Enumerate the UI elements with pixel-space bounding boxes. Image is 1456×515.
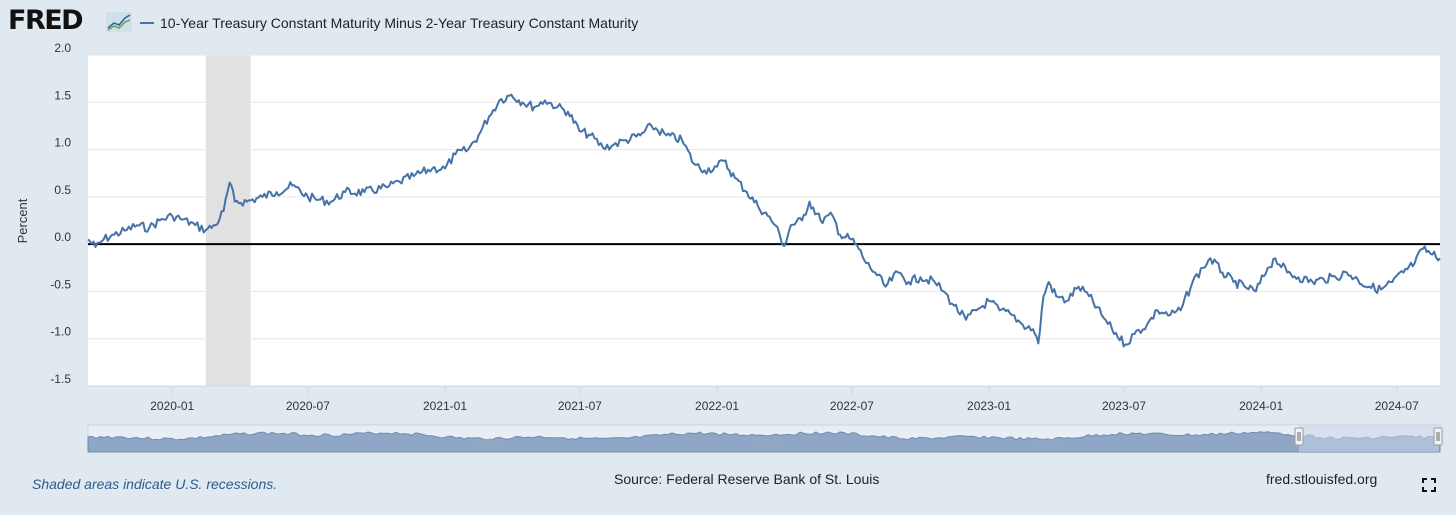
fullscreen-icon[interactable] [1422,478,1436,492]
series-line[interactable] [87,93,1441,348]
site-link[interactable]: fred.stlouisfed.org [1266,471,1378,487]
chart-header: FRED 10-Year Treasury Constant Maturity … [0,0,1456,46]
recession-note: Shaded areas indicate U.S. recessions. [32,476,278,492]
chart-legend[interactable]: 10-Year Treasury Constant Maturity Minus… [140,14,638,32]
x-tick-label: 2021-01 [423,399,467,413]
navigator-label: 2010 [1034,437,1058,449]
legend-swatch [140,22,154,24]
y-tick-label: -0.5 [50,277,71,291]
navigator-left-handle[interactable] [1294,427,1304,446]
y-tick-label: 0.5 [54,183,71,197]
x-tick-label: 2020-07 [286,399,330,413]
x-tick-label: 2020-01 [150,399,194,413]
range-navigator[interactable]: 1990200020102020 [87,424,1443,453]
legend-series-label: 10-Year Treasury Constant Maturity Minus… [160,15,639,31]
x-tick-label: 2021-07 [558,399,602,413]
y-tick-label: 0.0 [54,230,71,244]
fred-logo-text: FRED [8,5,84,36]
x-tick-label: 2023-07 [1102,399,1146,413]
y-tick-label: -1.0 [50,325,71,339]
x-tick-label: 2022-01 [695,399,739,413]
recession-shading-layer [205,55,251,386]
navigator-right-handle[interactable] [1433,427,1443,446]
navigator-label: 2000 [754,437,778,449]
x-axis: 2020-01 2020-07 2021-01 2021-07 2022-01 2022-… [88,385,1440,413]
y-tick-label: 1.0 [54,136,71,150]
y-tick-label: 2.0 [54,41,71,55]
line-chart[interactable]: 2020-01 2020-07 2021-01 2021-07 2022-01 2022-… [0,0,1456,470]
y-tick-label: -1.5 [50,372,71,386]
y-axis: 2.0 1.5 1.0 0.5 0.0 -0.5 -1.0 -1.5 [50,41,71,386]
recession-band-0 [205,55,251,386]
navigator-labels: 1990200020102020 [475,437,1338,449]
x-tick-label: 2024-01 [1239,399,1283,413]
navigator-selection[interactable] [1299,425,1439,452]
fred-logo-graph-icon [106,12,132,32]
y-axis-title: Percent [15,198,30,243]
y-tick-label: 1.5 [54,88,71,102]
navigator-label: 1990 [475,437,499,449]
x-tick-label: 2024-07 [1375,399,1419,413]
source-text: Source: Federal Reserve Bank of St. Loui… [614,471,880,487]
x-tick-label: 2022-07 [830,399,874,413]
x-tick-label: 2023-01 [967,399,1011,413]
plot-area [88,55,1440,386]
navigator-series-area [87,431,1441,453]
